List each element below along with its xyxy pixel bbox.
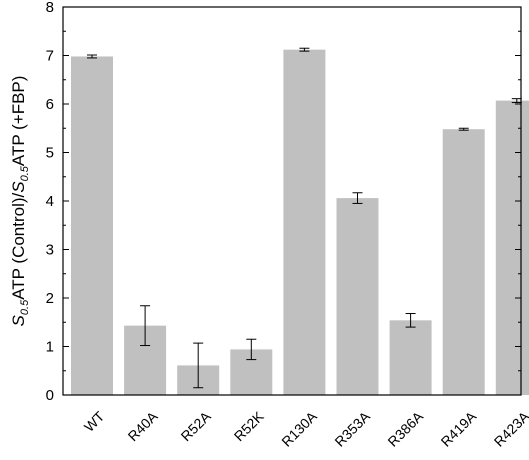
error-bar-r52a: [193, 342, 204, 389]
bar-r386a: [389, 320, 432, 395]
x-tick-label-r130a: R130A: [278, 408, 320, 450]
bars-group: [71, 49, 529, 396]
error-bar-r52k: [246, 338, 257, 361]
x-tick-label-r52a: R52A: [178, 408, 215, 445]
error-bar-r419a: [458, 127, 469, 131]
x-tick-label-r52k: R52K: [231, 408, 268, 445]
x-tick-label-r40a: R40A: [124, 408, 161, 445]
y-tick-label: 7: [46, 48, 54, 65]
y-axis-ticks: 0 1 2 3 4 5 6 7 8: [46, 0, 521, 404]
y-axis-title: S0.5ATP (Control)/S0.5ATP (+FBP): [9, 76, 31, 327]
x-tick-label-r353a: R353A: [331, 408, 373, 450]
bar-wt: [71, 56, 113, 395]
x-axis-labels: WT R40A R52A R52K R130A R353A R386A R419A R423A: [81, 408, 529, 450]
error-bar-r386a: [405, 313, 416, 328]
bar-r130a: [283, 49, 326, 396]
y-tick-label: 3: [46, 242, 54, 259]
x-tick-label-r419a: R419A: [438, 408, 480, 450]
bar-r423a: [495, 100, 529, 395]
y-tick-label: 4: [46, 193, 54, 210]
y-tick-label: 2: [46, 290, 54, 307]
x-tick-label-r423a: R423A: [491, 408, 529, 450]
y-tick-label: 1: [46, 339, 54, 356]
error-bar-wt: [87, 54, 97, 59]
error-bar-r40a: [140, 305, 151, 347]
error-bars-group: [87, 47, 522, 389]
error-bar-r423a: [511, 98, 522, 104]
x-tick-label-r386a: R386A: [384, 408, 426, 450]
bar-r419a: [442, 129, 485, 395]
error-bar-r130a: [299, 47, 310, 52]
y-tick-label: 8: [46, 0, 54, 16]
x-tick-label-wt: WT: [81, 408, 108, 435]
y-tick-label: 6: [46, 96, 54, 113]
y-tick-label: 0: [46, 387, 54, 404]
bar-r353a: [336, 198, 379, 395]
y-tick-label: 5: [46, 145, 54, 162]
error-bar-r353a: [352, 192, 363, 204]
